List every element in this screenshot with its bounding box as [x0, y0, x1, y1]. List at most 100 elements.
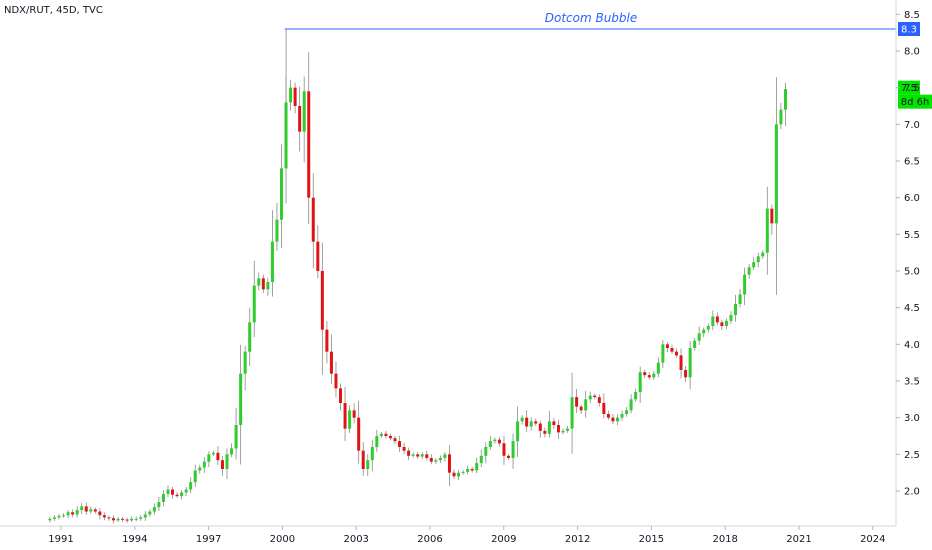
candle [652, 370, 656, 381]
candle [102, 512, 106, 521]
candle-body [684, 370, 688, 378]
candle-body [270, 241, 274, 282]
candle-body [529, 421, 533, 427]
candle [697, 326, 701, 345]
candle [593, 393, 597, 400]
candle [52, 515, 56, 522]
candle-body [693, 340, 697, 348]
candle [289, 79, 293, 111]
candle-body [230, 448, 234, 455]
candle [556, 420, 560, 439]
candle-body [284, 102, 288, 169]
candle-body [765, 208, 769, 253]
candle [148, 509, 152, 517]
x-tick-label: 2003 [343, 534, 368, 545]
candle-body [647, 375, 651, 378]
candle-body [561, 430, 565, 433]
candle-body [71, 512, 75, 515]
candle [207, 451, 211, 468]
candle [370, 440, 374, 472]
candle [611, 414, 615, 425]
candle-body [184, 489, 188, 493]
y-tick-label: 4.5 [904, 303, 920, 314]
candle [529, 417, 533, 431]
candle [756, 252, 760, 268]
candle [357, 400, 361, 464]
candle-body [107, 517, 111, 519]
candle [393, 435, 397, 445]
candle-body [157, 502, 161, 508]
candle [343, 386, 347, 442]
annotation-label: Dotcom Bubble [545, 11, 638, 25]
candle [461, 470, 465, 475]
candle [711, 310, 715, 331]
candle [470, 466, 474, 473]
candle [116, 516, 120, 523]
candle-body [125, 519, 129, 521]
candle [352, 403, 356, 424]
x-tick-label: 2009 [491, 534, 516, 545]
candle-body [402, 447, 406, 451]
candle-body [207, 454, 211, 462]
candle-body [734, 304, 738, 315]
candle-series [48, 29, 787, 524]
candle [706, 323, 710, 333]
candle [388, 433, 392, 441]
candle-body [575, 397, 579, 407]
candle [724, 318, 728, 330]
candle-body [266, 282, 270, 290]
x-tick-label: 2012 [565, 534, 590, 545]
candle-body [416, 454, 420, 457]
candle [98, 508, 102, 520]
candle [71, 509, 75, 518]
candle-body [488, 441, 492, 447]
candle [234, 407, 238, 460]
x-tick-label: 2024 [860, 534, 885, 545]
candle [661, 339, 665, 368]
candle-body [425, 454, 429, 458]
candle [152, 503, 156, 515]
candle-body [747, 267, 751, 275]
candle-body [62, 515, 66, 517]
candle-body [357, 417, 361, 451]
candle-body [720, 322, 724, 326]
candle-body [93, 509, 97, 512]
candle-body [339, 388, 343, 403]
candle-body [756, 256, 760, 263]
candle [570, 372, 574, 454]
candle-body [579, 406, 583, 411]
x-tick-label: 2000 [270, 534, 295, 545]
candle-body [393, 438, 397, 442]
candle [425, 450, 429, 461]
candle [252, 260, 256, 338]
candle [361, 442, 365, 476]
candle [734, 294, 738, 322]
candle-body [52, 517, 56, 519]
candle-body [566, 428, 570, 431]
candle-body [597, 397, 601, 403]
candle-body [57, 515, 61, 518]
candle [311, 173, 315, 269]
candle [130, 516, 134, 523]
last-price-tag [898, 80, 920, 95]
y-tick-label: 5.0 [904, 267, 920, 278]
annotation-layer: Dotcom Bubble 8.3 7.5 8d 6h [284, 11, 932, 109]
x-tick-label: 1997 [196, 534, 221, 545]
candle [516, 406, 520, 457]
candle [634, 388, 638, 402]
candle-body [656, 362, 660, 374]
candle-body [783, 89, 787, 110]
candle [497, 437, 501, 447]
candle [202, 457, 206, 473]
candle-body [239, 373, 243, 425]
candle-body [130, 518, 134, 521]
candle [438, 455, 442, 463]
candle-body [556, 425, 560, 433]
candle-body [511, 441, 515, 458]
candle [675, 348, 679, 358]
candle-body [479, 455, 483, 464]
y-tick-label: 2.5 [904, 450, 920, 461]
candle [320, 242, 324, 375]
candle-body [80, 506, 84, 511]
